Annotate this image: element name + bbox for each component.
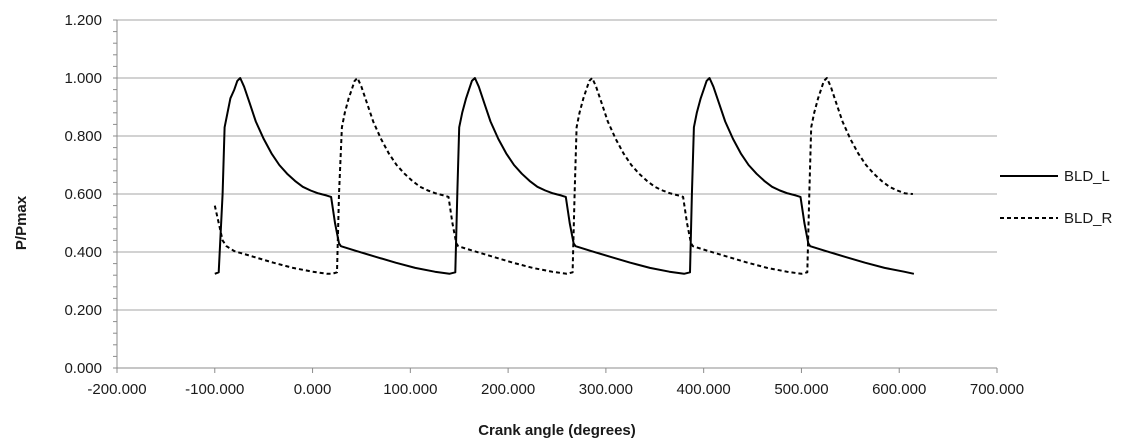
y-tick-labels: 0.000 0.200 0.400 0.600 0.800 1.000 1.200 bbox=[64, 12, 102, 377]
series-lines bbox=[213, 77, 915, 275]
legend: BLD_L BLD_R bbox=[1000, 168, 1113, 227]
y-tick-label: 0.800 bbox=[64, 128, 102, 145]
x-tick-label: -200.000 bbox=[87, 381, 146, 398]
x-tick-label: 500.000 bbox=[774, 381, 828, 398]
y-tick-label: 1.200 bbox=[64, 12, 102, 29]
y-axis-title: P/Pmax bbox=[13, 195, 30, 250]
y-tick-label: 0.400 bbox=[64, 244, 102, 261]
y-tick-label: 0.600 bbox=[64, 186, 102, 203]
y-tick-label: 0.000 bbox=[64, 360, 102, 377]
x-tick-label: 300.000 bbox=[579, 381, 633, 398]
x-tick-label: 700.000 bbox=[970, 381, 1024, 398]
x-axis-title: Crank angle (degrees) bbox=[478, 422, 636, 439]
y-tick-label: 0.200 bbox=[64, 302, 102, 319]
x-tick-label: 600.000 bbox=[872, 381, 926, 398]
series-line-bld-l bbox=[214, 77, 915, 275]
x-tick-label: 200.000 bbox=[481, 381, 535, 398]
legend-label: BLD_R bbox=[1064, 210, 1113, 227]
y-tick-label: 1.000 bbox=[64, 70, 102, 87]
x-tick-labels: -200.000 -100.000 0.000 100.000 200.000 300.0… bbox=[87, 381, 1024, 398]
x-tick-label: -100.000 bbox=[185, 381, 244, 398]
x-tick-label: 400.000 bbox=[677, 381, 731, 398]
series-line-bld-r bbox=[213, 77, 913, 275]
legend-label: BLD_L bbox=[1064, 168, 1110, 185]
x-tick-label: 0.000 bbox=[294, 381, 332, 398]
axes bbox=[113, 19, 998, 373]
x-tick-label: 100.000 bbox=[383, 381, 437, 398]
